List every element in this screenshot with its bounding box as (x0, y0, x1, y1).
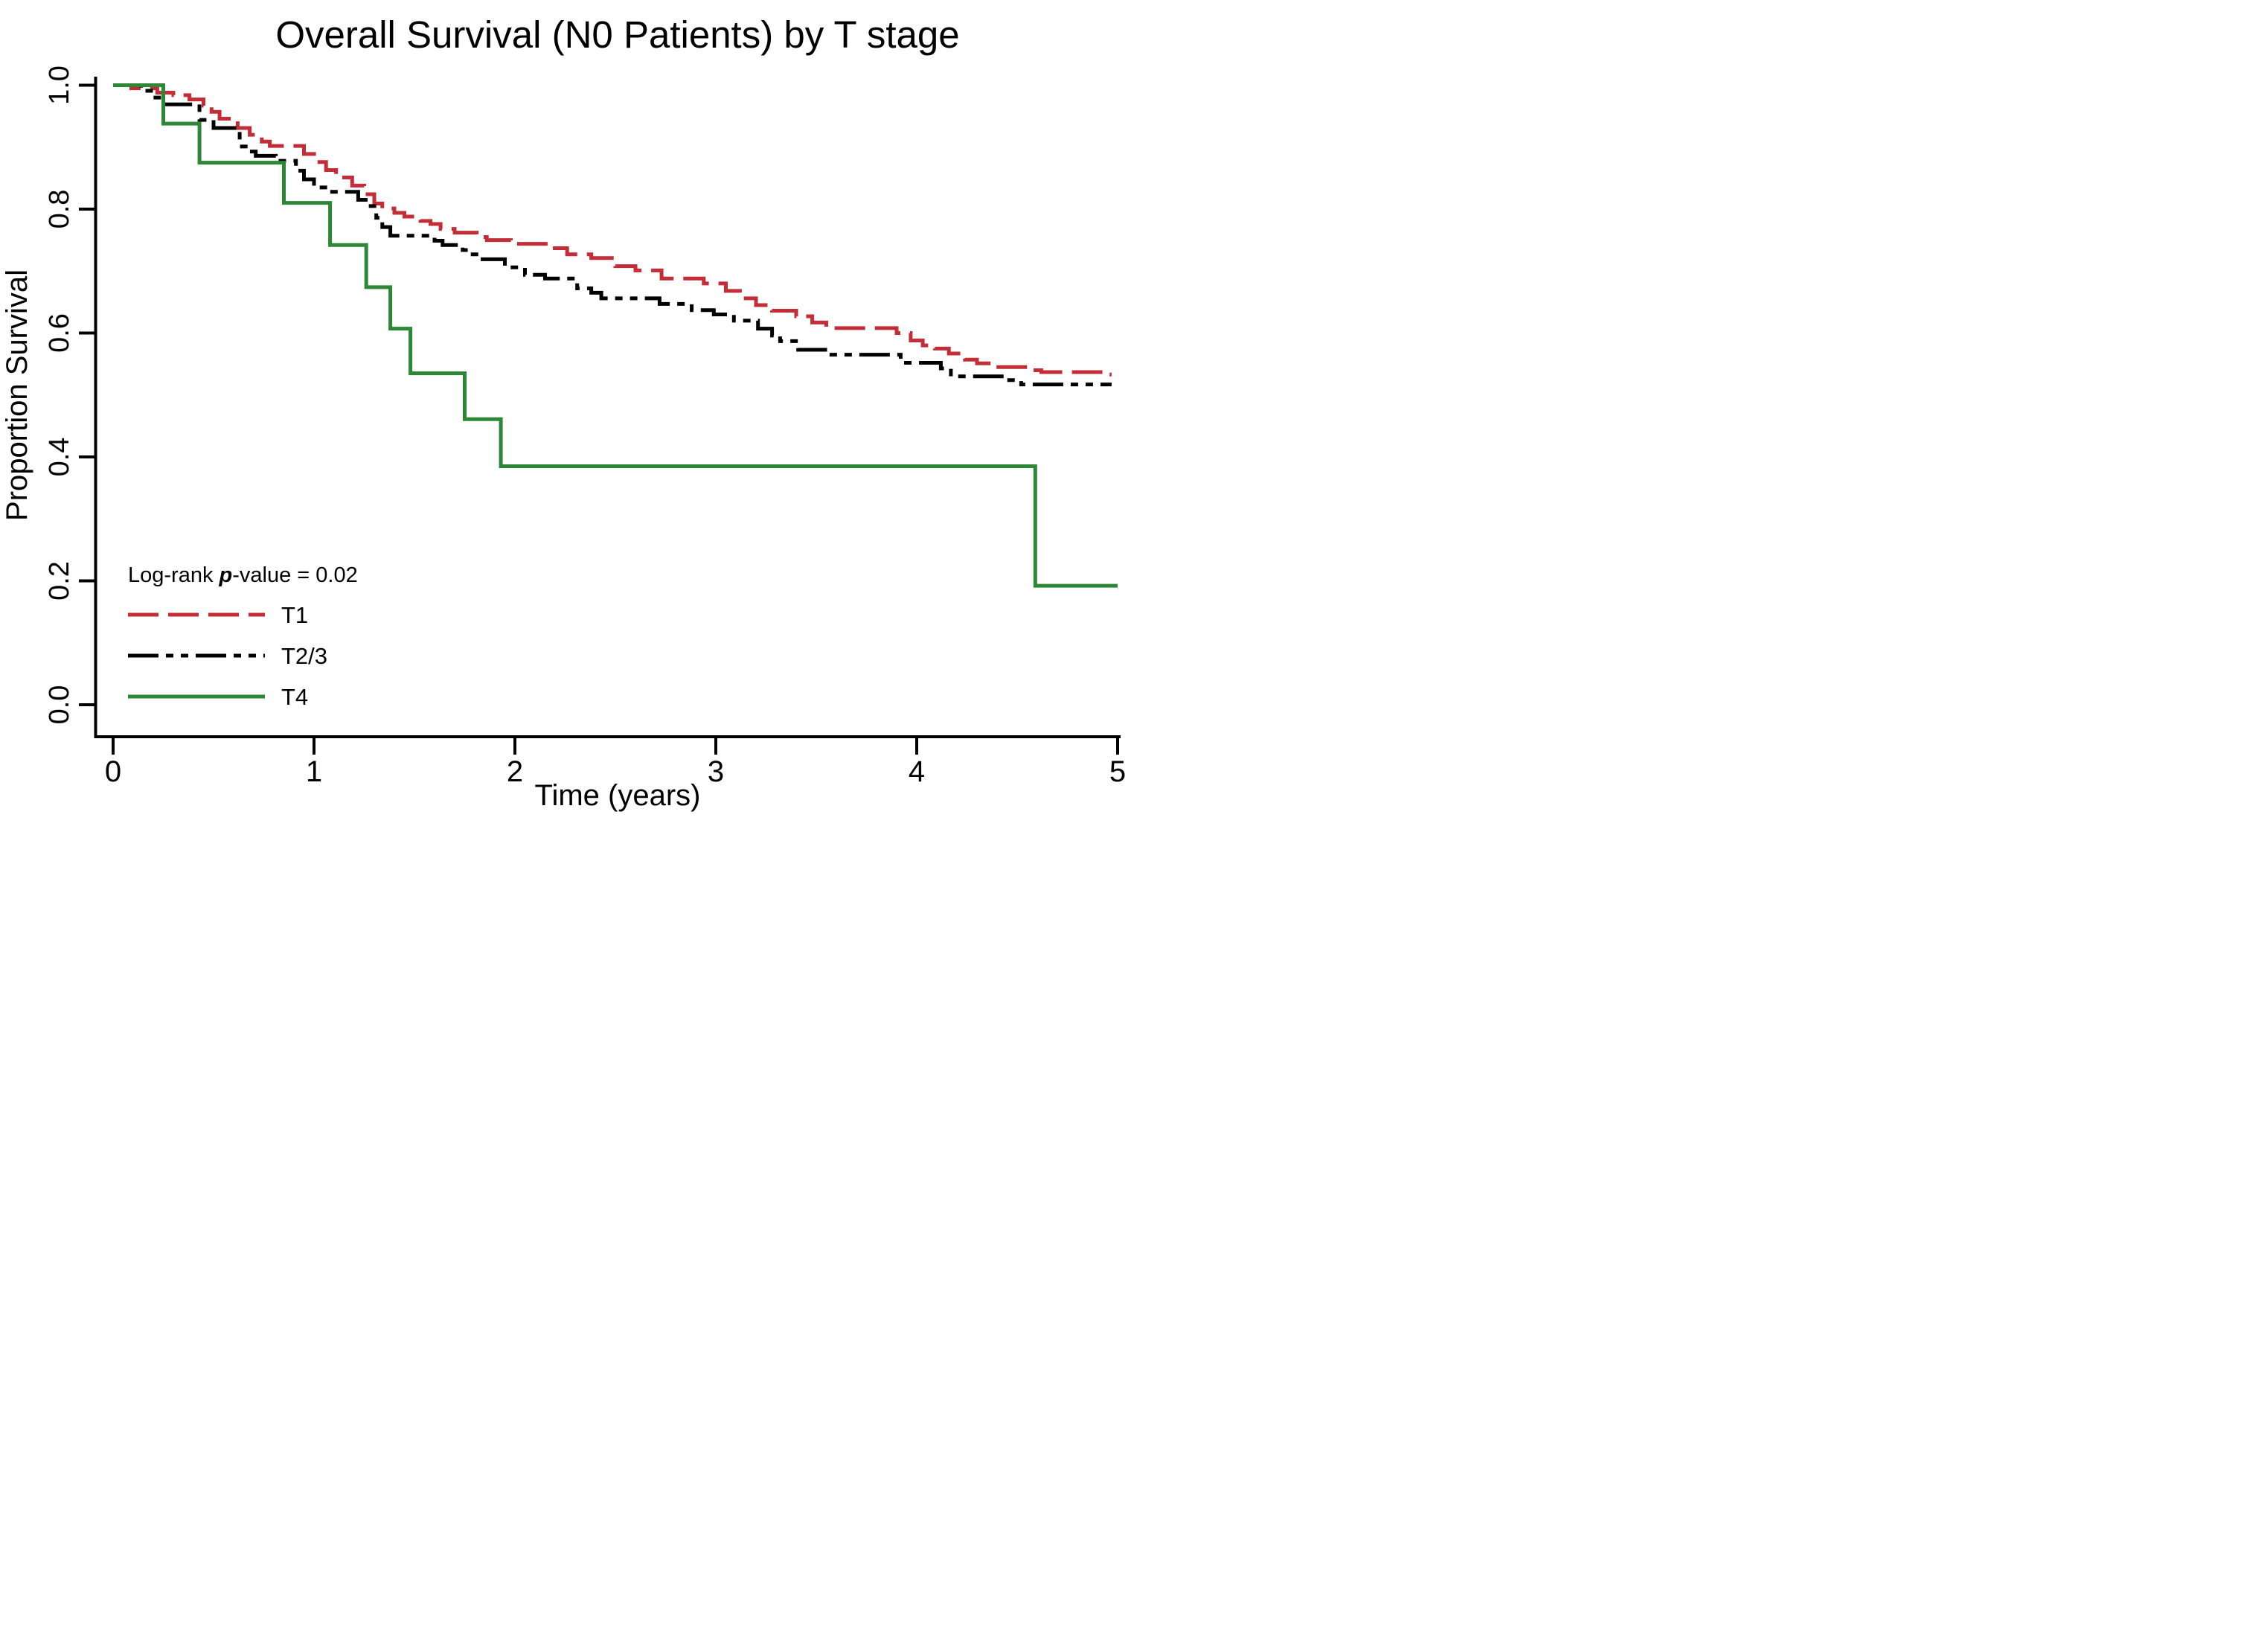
x-tick-label: 3 (708, 755, 724, 788)
curve-t2-3 (113, 83, 1112, 387)
log-rank-pvalue: Log-rank p-value = 0.02 (128, 563, 358, 587)
pvalue-prefix: Log-rank (128, 563, 220, 587)
chart-canvas: Overall Survival (N0 Patients) by T stag… (0, 0, 1134, 816)
x-tick-label: 4 (909, 755, 925, 788)
plot-background (0, 0, 1134, 816)
survival-curves (113, 83, 1118, 588)
y-tick-label: 0.8 (44, 190, 75, 229)
pvalue-p: p (219, 563, 233, 587)
curve-t1 (113, 83, 1112, 377)
y-tick-label: 0.4 (44, 438, 75, 477)
pvalue-suffix: -value = 0.02 (232, 563, 357, 587)
legend: Log-rank p-value = 0.02 T1 T2/3 T4 (128, 563, 358, 710)
x-tick-label: 1 (306, 755, 322, 788)
axis-ticks: 0 1 2 3 4 5 0.0 0.2 0.4 0.6 0.8 1.0 (44, 65, 1126, 788)
x-tick-label: 5 (1109, 755, 1126, 788)
x-tick-label: 2 (507, 755, 523, 788)
y-tick-label: 0.2 (44, 561, 75, 601)
legend-label-t1: T1 (281, 602, 308, 628)
legend-label-t4: T4 (281, 684, 308, 710)
y-axis-title: Proportion Survival (1, 269, 33, 521)
y-tick-label: 0.6 (44, 313, 75, 353)
x-tick-label: 0 (105, 755, 121, 788)
chart-title: Overall Survival (N0 Patients) by T stag… (275, 13, 959, 56)
y-tick-label: 0.0 (44, 685, 75, 725)
y-tick-label: 1.0 (44, 65, 75, 105)
legend-label-t2-3: T2/3 (281, 643, 327, 669)
km-survival-chart: Overall Survival (N0 Patients) by T stag… (0, 0, 1134, 816)
x-axis-title: Time (years) (535, 779, 701, 812)
curve-t4 (113, 83, 1118, 588)
